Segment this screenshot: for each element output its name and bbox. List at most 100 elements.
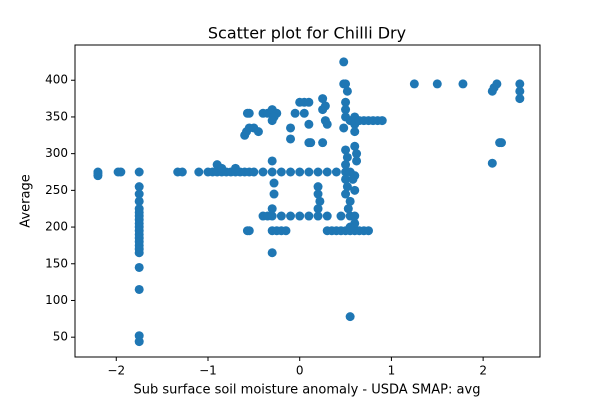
y-tick-label: 250 <box>45 183 68 197</box>
point <box>363 226 373 236</box>
point <box>515 94 525 104</box>
point <box>492 79 502 89</box>
point <box>281 226 291 236</box>
point <box>496 138 506 148</box>
point <box>313 189 323 199</box>
point <box>487 158 497 168</box>
chart-title: Scatter plot for Chilli Dry <box>208 24 406 43</box>
point <box>276 211 286 221</box>
x-axis-label: Sub surface soil moisture anomaly - USDA… <box>134 383 481 398</box>
point <box>295 167 305 177</box>
point <box>352 156 362 166</box>
point <box>342 86 352 96</box>
point <box>341 160 351 170</box>
point <box>249 167 259 177</box>
point <box>348 174 358 184</box>
point <box>177 167 187 177</box>
point <box>345 196 355 206</box>
point <box>267 156 277 166</box>
point <box>269 178 279 188</box>
point <box>336 211 346 221</box>
point <box>231 163 241 173</box>
y-tick-label: 150 <box>45 256 68 270</box>
point <box>304 211 314 221</box>
point <box>134 196 144 206</box>
x-tick-label: 0 <box>296 364 304 378</box>
point <box>322 119 332 129</box>
plot-frame <box>74 44 541 358</box>
point <box>342 182 352 192</box>
point <box>350 127 360 137</box>
y-tick-label: 100 <box>45 293 68 307</box>
point <box>322 211 332 221</box>
point <box>318 138 328 148</box>
point <box>134 182 144 192</box>
point <box>318 94 328 104</box>
point <box>304 167 314 177</box>
point <box>304 97 314 107</box>
y-tick-label: 200 <box>45 220 68 234</box>
point <box>341 174 351 184</box>
point <box>258 167 268 177</box>
point <box>290 108 300 118</box>
point <box>116 167 126 177</box>
point <box>341 145 351 155</box>
point <box>134 167 144 177</box>
point <box>352 149 362 159</box>
x-tick-label: 1 <box>388 364 396 378</box>
point <box>267 248 277 258</box>
point <box>377 116 387 126</box>
point <box>295 211 305 221</box>
point <box>313 211 323 221</box>
point <box>267 211 277 221</box>
point <box>409 79 419 89</box>
y-axis-label: Average <box>19 174 34 227</box>
point <box>242 108 252 118</box>
point <box>267 167 277 177</box>
point <box>299 108 309 118</box>
point <box>345 222 355 232</box>
point <box>341 105 351 115</box>
point <box>242 226 252 236</box>
point <box>286 123 296 133</box>
point <box>286 134 296 144</box>
point <box>276 167 286 177</box>
point <box>134 262 144 272</box>
point <box>515 86 525 96</box>
point <box>304 119 314 129</box>
point <box>269 189 279 199</box>
point <box>313 167 323 177</box>
point <box>341 97 351 107</box>
point <box>350 141 360 151</box>
y-tick-label: 50 <box>53 330 68 344</box>
point <box>253 127 263 137</box>
point <box>320 101 330 111</box>
point <box>341 189 351 199</box>
point <box>134 248 144 258</box>
point <box>267 116 277 126</box>
point <box>134 284 144 294</box>
point <box>339 123 349 133</box>
point <box>306 138 316 148</box>
point <box>315 196 325 206</box>
point <box>515 79 525 89</box>
point <box>267 204 277 214</box>
point <box>350 185 360 195</box>
point <box>331 167 341 177</box>
point <box>286 167 296 177</box>
point <box>322 167 332 177</box>
point <box>342 152 352 162</box>
point <box>350 211 360 221</box>
point <box>343 204 353 214</box>
x-tick-label: 2 <box>479 364 487 378</box>
point <box>432 79 442 89</box>
point <box>217 163 227 173</box>
point <box>341 79 351 89</box>
point <box>313 204 323 214</box>
point <box>286 211 296 221</box>
point <box>194 167 204 177</box>
point <box>339 57 349 67</box>
x-tick-label: −2 <box>107 364 125 378</box>
x-tick-label: −1 <box>199 364 217 378</box>
